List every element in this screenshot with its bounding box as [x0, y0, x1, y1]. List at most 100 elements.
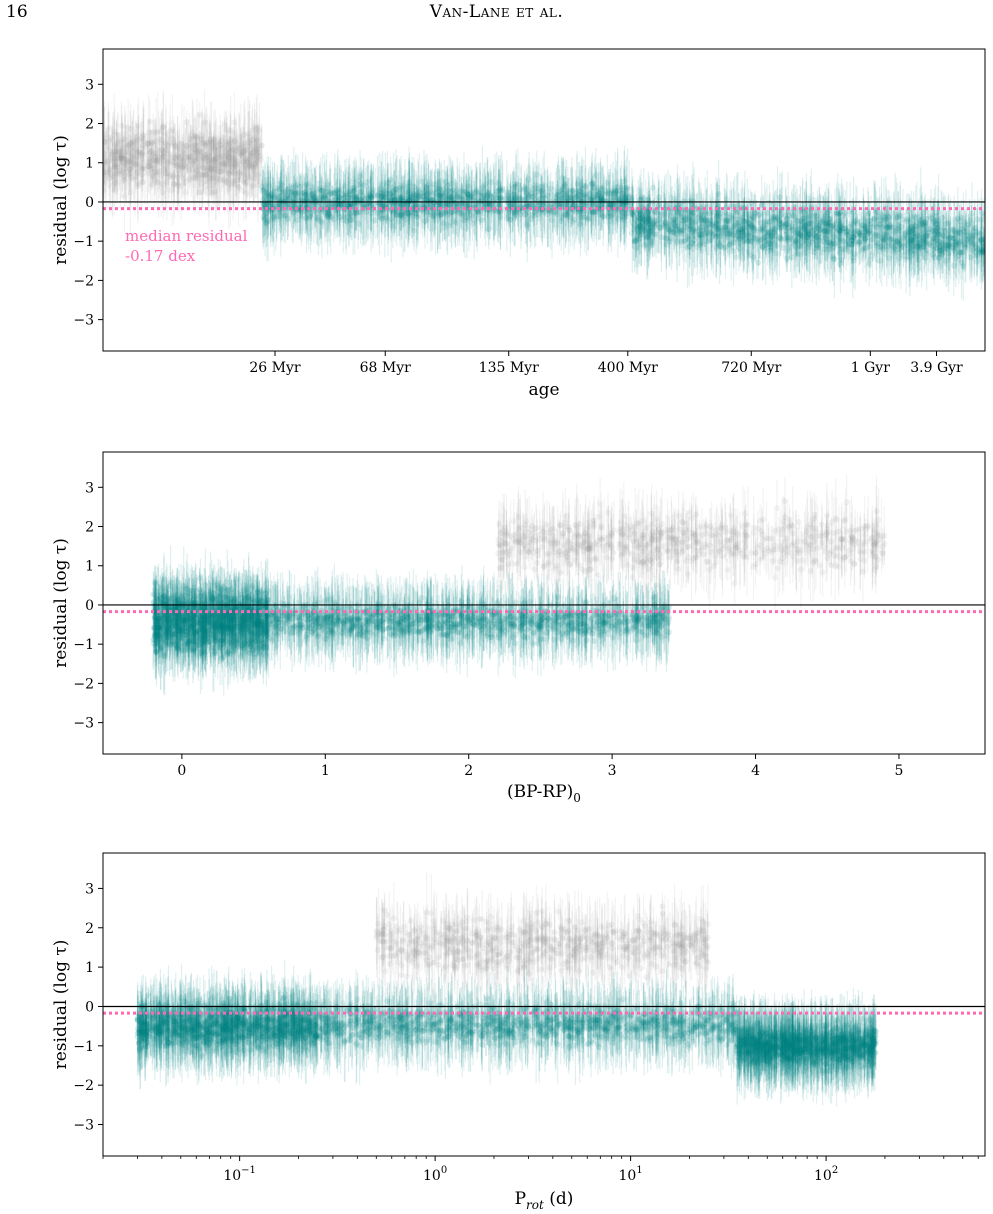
data-point	[198, 180, 205, 187]
data-point	[103, 135, 110, 142]
data-point	[144, 140, 151, 147]
data-point	[138, 134, 145, 141]
data-point	[154, 128, 161, 135]
data-point	[183, 143, 190, 150]
data-point	[252, 160, 259, 167]
data-point	[226, 152, 233, 159]
data-point	[193, 158, 200, 165]
data-point	[230, 170, 237, 177]
data-point	[254, 150, 261, 157]
data-point	[245, 140, 252, 147]
data-point	[206, 140, 213, 147]
data-point	[524, 220, 531, 227]
data-point	[189, 160, 196, 167]
data-point	[249, 152, 256, 159]
data-point	[225, 154, 232, 161]
data-point	[153, 129, 160, 136]
data-point	[116, 149, 123, 156]
data-point	[227, 139, 234, 146]
data-point	[225, 155, 232, 162]
data-point	[604, 179, 611, 186]
data-point	[241, 144, 248, 151]
data-point	[240, 159, 247, 166]
data-point	[203, 172, 210, 179]
data-point	[133, 133, 140, 140]
data-point	[199, 139, 206, 146]
data-point	[158, 172, 165, 179]
data-point	[146, 163, 153, 170]
data-point	[334, 201, 341, 208]
data-point	[180, 158, 187, 165]
data-point	[113, 148, 120, 155]
data-point	[174, 163, 181, 170]
data-point	[202, 142, 209, 149]
data-point	[196, 189, 203, 196]
data-point	[290, 209, 297, 216]
data-point	[118, 155, 125, 162]
data-point	[176, 174, 183, 181]
data-point	[200, 155, 207, 162]
data-point	[227, 182, 234, 189]
data-point	[240, 149, 247, 156]
data-point	[246, 143, 253, 150]
data-point	[122, 152, 129, 159]
data-point	[258, 142, 265, 149]
data-point	[318, 219, 325, 226]
data-point	[257, 152, 264, 159]
data-point	[115, 132, 122, 139]
data-point	[188, 149, 195, 156]
data-point	[192, 175, 199, 182]
data-point	[103, 159, 109, 166]
data-point	[139, 179, 146, 186]
data-point	[111, 164, 118, 171]
data-point	[185, 154, 192, 161]
data-point	[103, 180, 107, 187]
data-point	[117, 171, 124, 178]
data-point	[236, 173, 243, 180]
data-point	[227, 171, 234, 178]
data-point	[228, 163, 235, 170]
data-point	[212, 158, 219, 165]
data-point	[541, 182, 548, 189]
data-point	[160, 123, 167, 130]
data-point	[223, 139, 230, 146]
data-point	[117, 148, 124, 155]
data-point	[111, 187, 118, 194]
data-point	[232, 160, 239, 167]
data-point	[114, 164, 121, 171]
data-point	[202, 142, 209, 149]
data-point	[229, 164, 236, 171]
data-point	[116, 157, 123, 164]
data-point	[125, 159, 132, 166]
data-point	[160, 158, 167, 165]
data-point	[190, 175, 197, 182]
data-point	[417, 189, 424, 196]
data-point	[226, 176, 233, 183]
data-point	[156, 168, 163, 175]
data-point	[250, 182, 257, 189]
data-point	[192, 140, 199, 147]
data-point	[221, 149, 228, 156]
data-point	[160, 124, 167, 131]
data-point	[168, 174, 175, 181]
data-point	[227, 169, 234, 176]
data-point	[172, 143, 179, 150]
data-point	[125, 171, 132, 178]
data-point	[119, 154, 126, 161]
data-point	[135, 148, 142, 155]
data-point	[213, 155, 220, 162]
data-point	[254, 124, 261, 131]
data-point	[161, 167, 168, 174]
data-point	[200, 165, 207, 172]
data-point	[103, 137, 108, 144]
data-point	[200, 172, 207, 179]
data-point	[248, 150, 255, 157]
data-point	[231, 156, 238, 163]
data-point	[146, 149, 153, 156]
data-point	[109, 181, 116, 188]
data-point	[242, 146, 249, 153]
data-point	[296, 183, 303, 190]
data-point	[103, 161, 109, 168]
data-point	[158, 159, 165, 166]
data-point	[234, 161, 241, 168]
